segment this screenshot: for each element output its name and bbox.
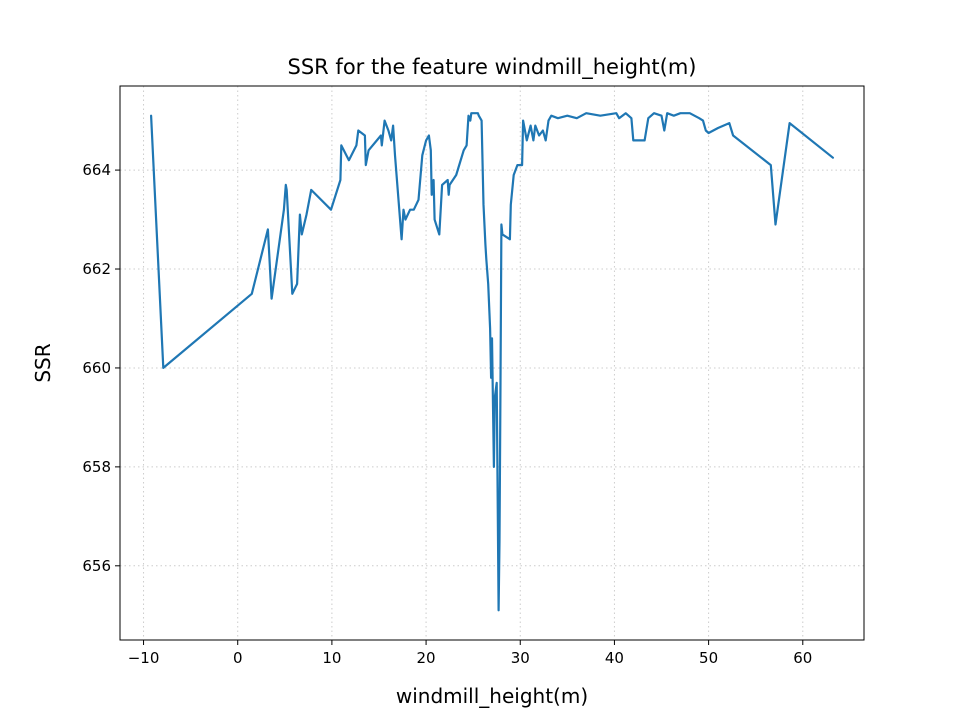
axes-frame — [119, 85, 865, 641]
x-tick-label: 20 — [417, 649, 436, 667]
y-tick-label: 656 — [82, 557, 111, 575]
x-tick-label: 50 — [699, 649, 718, 667]
series-line-0 — [150, 112, 834, 612]
x-tick-label: −10 — [128, 649, 160, 667]
x-tick-label: 30 — [511, 649, 530, 667]
x-tick-label: 40 — [605, 649, 624, 667]
x-axis-label: windmill_height(m) — [396, 684, 588, 708]
y-tick-label: 660 — [82, 359, 111, 377]
x-axis-ticks: −10 0 10 20 30 40 50 60 — [128, 640, 812, 667]
x-tick-label: 0 — [233, 649, 243, 667]
y-tick-label: 664 — [82, 161, 111, 179]
y-tick-label: 658 — [82, 458, 111, 476]
y-axis-label: SSR — [31, 343, 55, 382]
chart-title: SSR for the feature windmill_height(m) — [288, 55, 697, 80]
x-tick-label: 10 — [322, 649, 341, 667]
x-tick-label: 60 — [793, 649, 812, 667]
series-layer — [150, 112, 834, 612]
y-axis-ticks: 656 658 660 662 664 — [82, 161, 120, 575]
y-tick-label: 662 — [82, 260, 111, 278]
